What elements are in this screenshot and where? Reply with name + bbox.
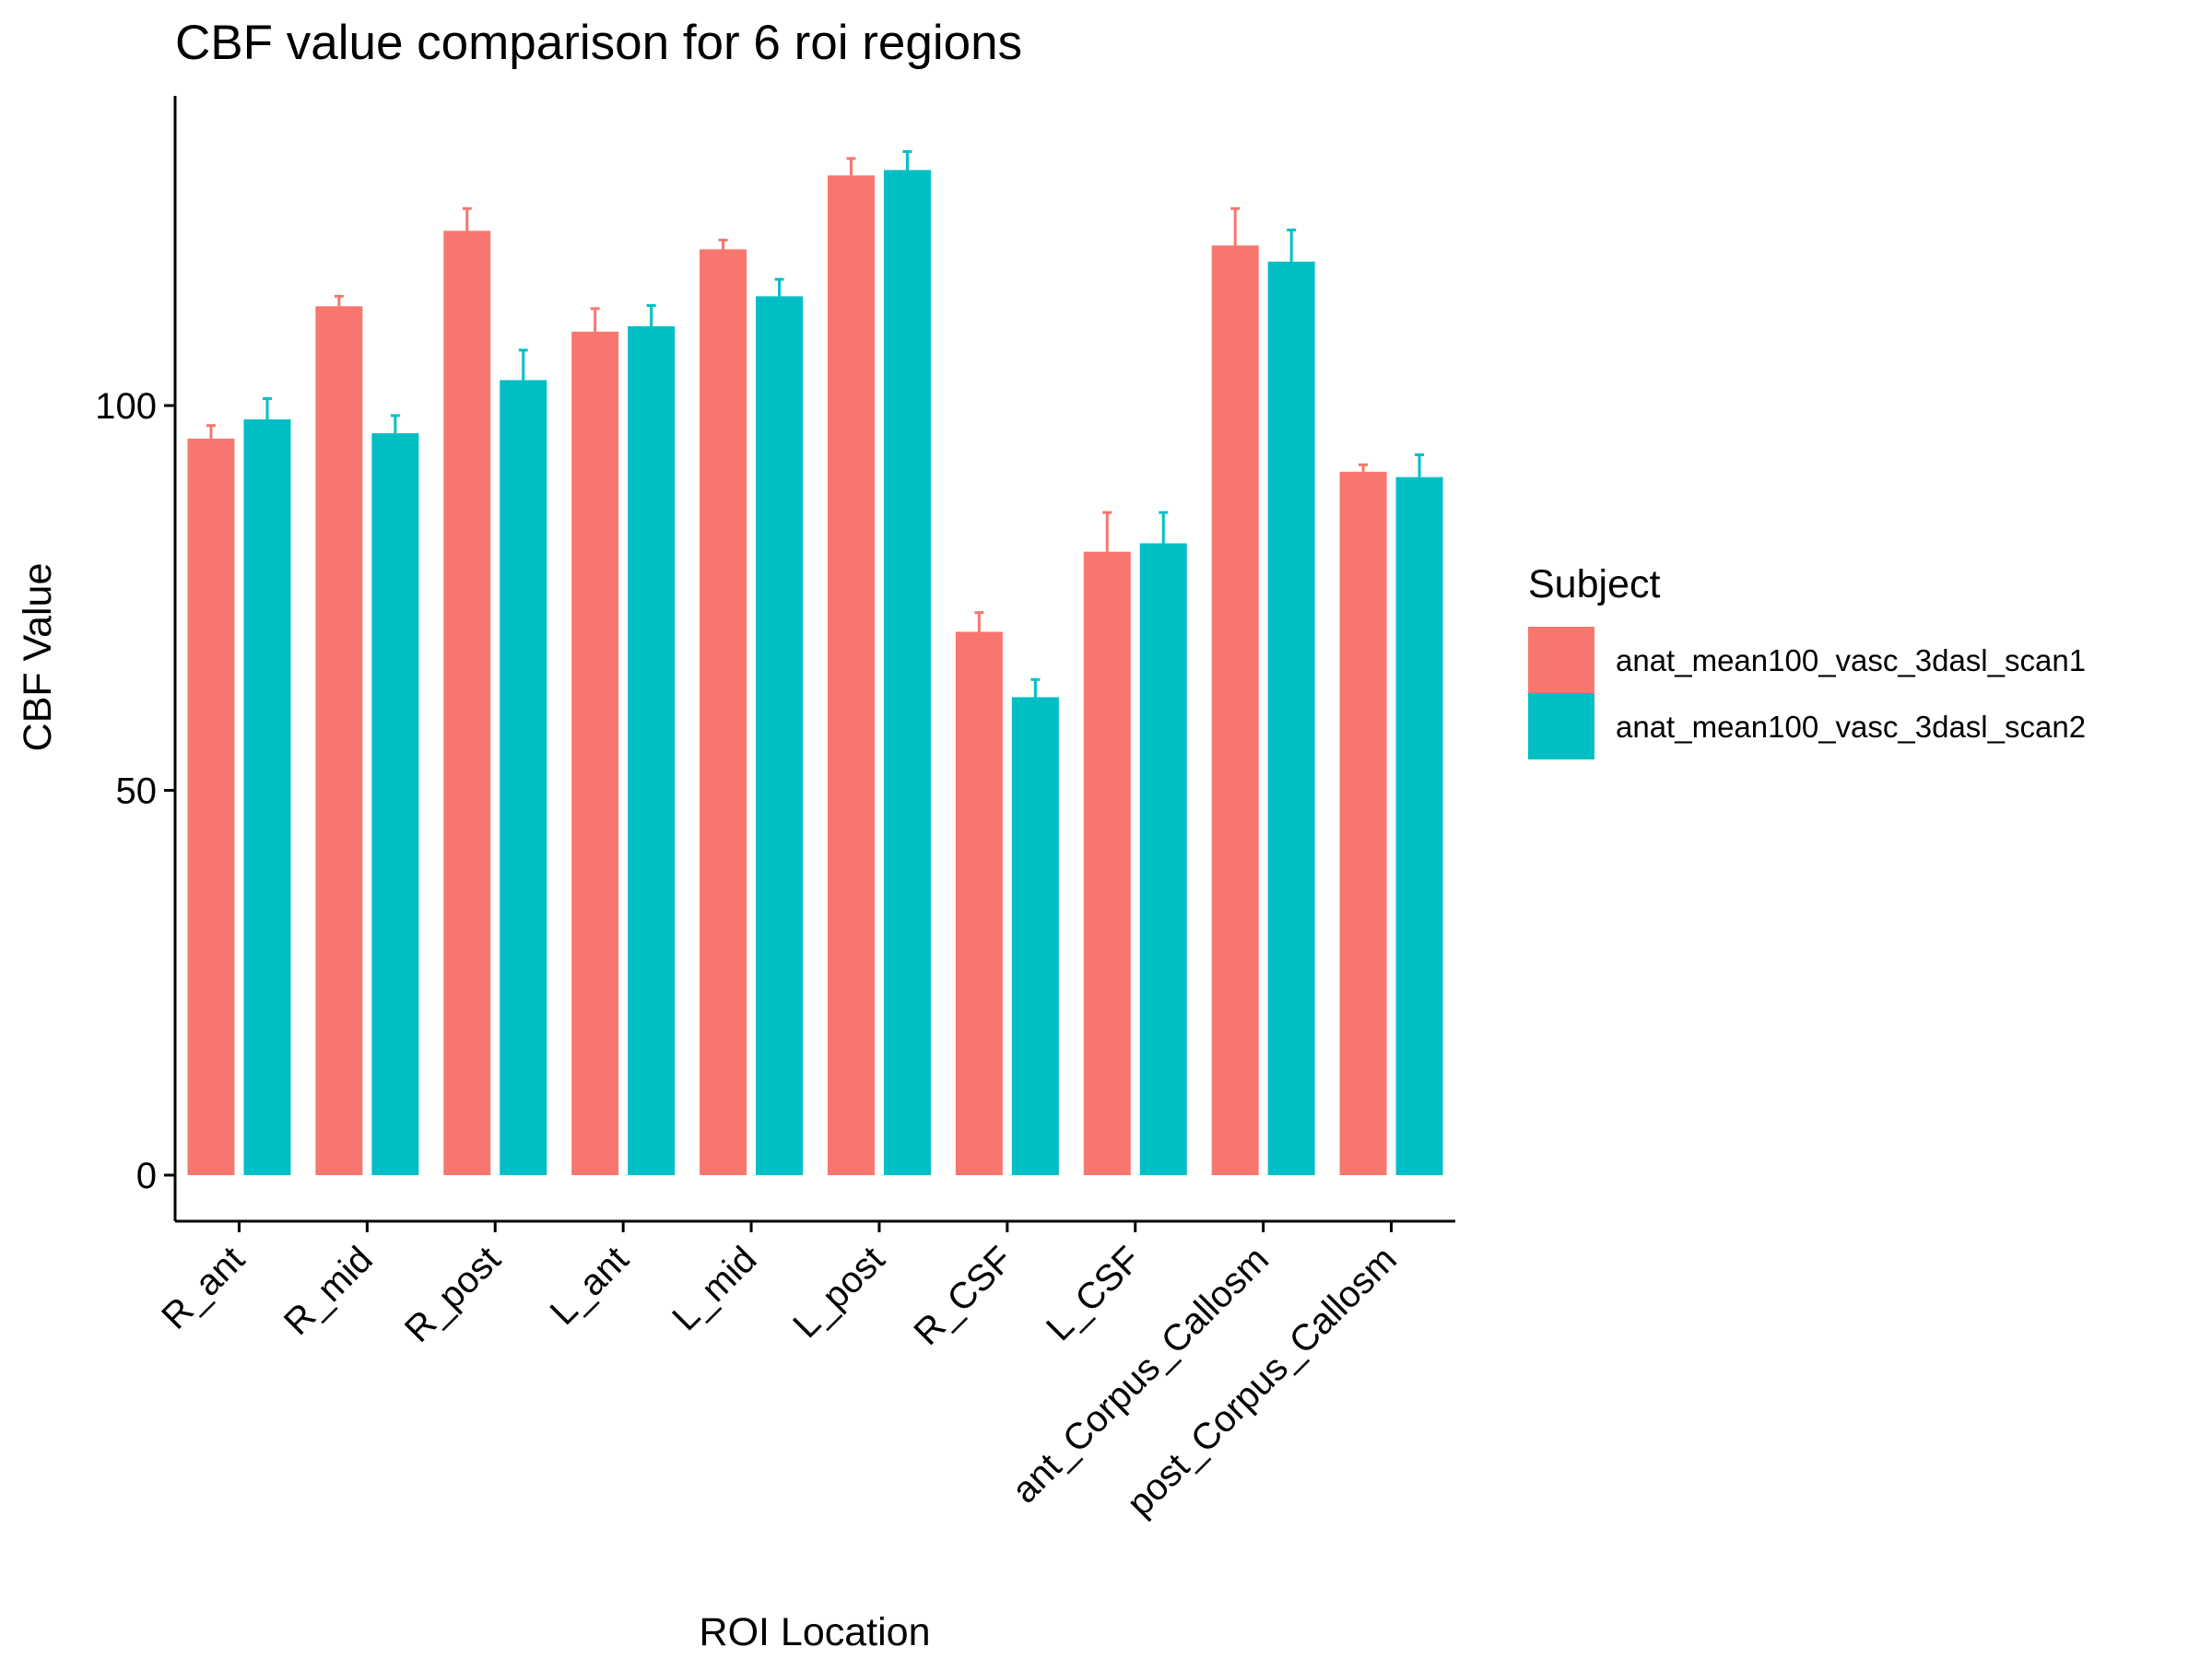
bar-R_ant-series1 [187,438,235,1175]
bar-ant_Corpus_Callosm-series1 [1211,245,1259,1175]
x-tick-label-L_ant: L_ant [543,1239,637,1333]
error-bars-layer [206,149,1425,698]
x-tick-label-R_CSF: R_CSF [906,1239,1020,1353]
bar-R_post-series2 [500,380,547,1175]
error-bar-ant_Corpus_Callosm-series1 [1230,206,1241,246]
x-axis-title: ROI Location [700,1610,931,1654]
y-ticks: 0 50 100 [95,386,175,1196]
x-tick-label-R_mid: R_mid [276,1239,381,1343]
bar-post_Corpus_Callosm-series1 [1339,471,1387,1175]
bar-L_post-series2 [883,170,931,1176]
bar-R_CSF-series2 [1011,697,1059,1175]
y-tick-label-100: 100 [95,386,157,427]
x-tick-label-R_ant: R_ant [154,1239,253,1337]
bar-L_mid-series2 [756,296,804,1175]
error-bar-ant_Corpus_Callosm-series2 [1287,229,1297,262]
error-bar-post_Corpus_Callosm-series2 [1415,453,1425,477]
error-bar-L_mid-series1 [718,238,728,250]
chart-title: CBF value comparison for 6 roi regions [175,16,1022,70]
error-bar-L_post-series1 [846,157,856,176]
bar-L_CSF-series2 [1139,543,1187,1175]
error-bar-R_mid-series1 [334,294,344,307]
bar-R_post-series1 [443,230,491,1176]
x-tick-label-ant_Corpus_Callosm: ant_Corpus_Callosm [1005,1239,1277,1511]
y-tick-label-0: 0 [136,1156,157,1196]
error-bar-post_Corpus_Callosm-series1 [1359,463,1369,472]
error-bar-R_ant-series1 [206,424,216,439]
error-bar-R_post-series1 [462,206,472,231]
x-ticks: R_ant R_mid R_post L_ant L_mid L_post R_CSF L_C… [154,1221,1405,1524]
bar-L_mid-series1 [700,249,747,1175]
error-bar-R_CSF-series1 [974,611,984,632]
bar-R_mid-series1 [315,306,363,1175]
error-bar-R_post-series2 [518,348,528,381]
legend-swatch [1528,627,1594,693]
legend-swatch [1528,693,1594,759]
legend: Subject anat_mean100_vasc_3dasl_scan1ana… [1528,562,2086,759]
error-bar-R_mid-series2 [390,414,400,434]
bar-ant_Corpus_Callosm-series2 [1267,261,1315,1176]
error-bar-L_CSF-series2 [1159,511,1169,544]
error-bar-R_CSF-series2 [1030,677,1041,698]
bar-R_mid-series2 [371,433,419,1175]
x-tick-label-L_mid: L_mid [665,1239,764,1338]
error-bar-L_post-series2 [902,149,912,171]
legend-items: anat_mean100_vasc_3dasl_scan1 anat_mean10… [1528,627,2086,759]
legend-item-series2: anat_mean100_vasc_3dasl_scan2 [1528,693,2086,759]
error-bar-L_ant-series1 [590,307,600,332]
bar-L_ant-series2 [628,325,676,1175]
legend-item-series1: anat_mean100_vasc_3dasl_scan1 [1528,627,2086,693]
error-bar-L_ant-series2 [646,303,656,326]
error-bar-L_mid-series2 [774,277,784,297]
error-bar-L_CSF-series1 [1102,511,1112,552]
x-tick-label-L_CSF: L_CSF [1039,1239,1148,1348]
bars-layer [187,170,1443,1176]
bar-post_Corpus_Callosm-series2 [1395,477,1443,1175]
bar-R_CSF-series1 [955,631,1003,1175]
y-axis-title: CBF Value [16,563,60,752]
x-tick-label-L_post: L_post [785,1239,892,1346]
legend-label: anat_mean100_vasc_3dasl_scan1 [1616,643,2086,677]
error-bar-R_ant-series2 [262,396,272,420]
bar-L_post-series1 [827,175,875,1176]
bar-L_ant-series1 [571,331,619,1176]
x-tick-label-R_post: R_post [397,1239,509,1350]
legend-title: Subject [1528,562,1660,606]
bar-R_ant-series2 [243,419,291,1175]
y-tick-label-50: 50 [116,771,158,812]
bar-L_CSF-series1 [1083,551,1131,1175]
legend-label: anat_mean100_vasc_3dasl_scan2 [1616,710,2086,744]
